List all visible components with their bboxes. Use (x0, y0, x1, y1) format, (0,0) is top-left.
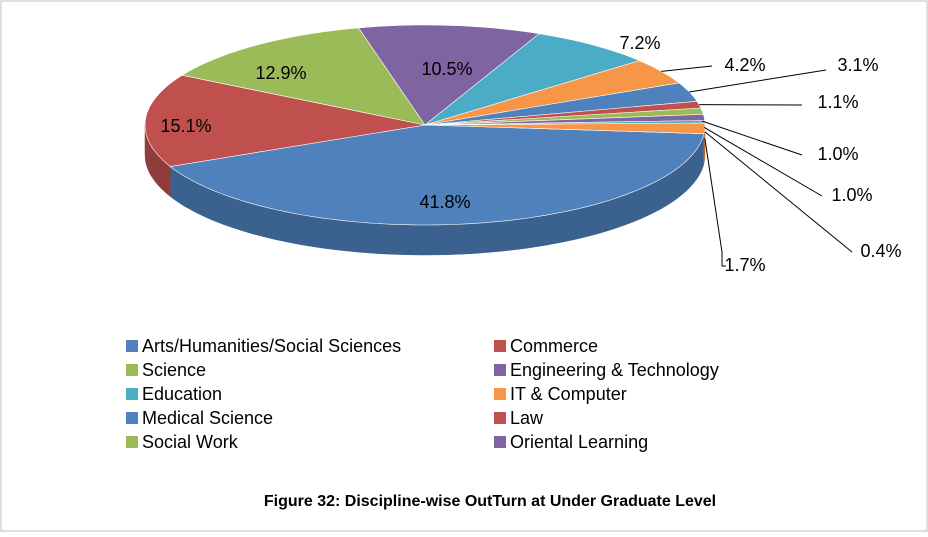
chart-title: Figure 32: Discipline-wise OutTurn at Un… (264, 493, 716, 510)
legend-swatch (494, 340, 506, 352)
legend-label: IT & Computer (510, 384, 627, 404)
legend-swatch (126, 364, 138, 376)
legend-swatch (494, 364, 506, 376)
legend-swatch (494, 412, 506, 424)
legend-label: Law (510, 408, 544, 428)
data-label: 1.0% (831, 185, 872, 205)
legend-swatch (126, 436, 138, 448)
legend-label: Medical Science (142, 408, 273, 428)
data-label: 41.8% (419, 192, 470, 212)
legend-label: Social Work (142, 432, 239, 452)
legend-label: Science (142, 360, 206, 380)
legend-swatch (126, 388, 138, 400)
data-label: 15.1% (160, 116, 211, 136)
data-label: 7.2% (619, 33, 660, 53)
legend-swatch (126, 340, 138, 352)
data-label: 1.1% (817, 92, 858, 112)
data-label: 3.1% (837, 55, 878, 75)
legend-label: Oriental Learning (510, 432, 648, 452)
data-label: 12.9% (255, 63, 306, 83)
legend-label: Education (142, 384, 222, 404)
legend-swatch (494, 436, 506, 448)
data-label: 1.7% (724, 255, 765, 275)
legend-swatch (126, 412, 138, 424)
legend-label: Commerce (510, 336, 598, 356)
data-label: 10.5% (421, 59, 472, 79)
legend-label: Arts/Humanities/Social Sciences (142, 336, 401, 356)
data-label: 1.0% (817, 144, 858, 164)
data-label: 0.4% (860, 241, 901, 261)
legend-swatch (494, 388, 506, 400)
data-label: 4.2% (724, 55, 765, 75)
legend-label: Engineering & Technology (510, 360, 719, 380)
